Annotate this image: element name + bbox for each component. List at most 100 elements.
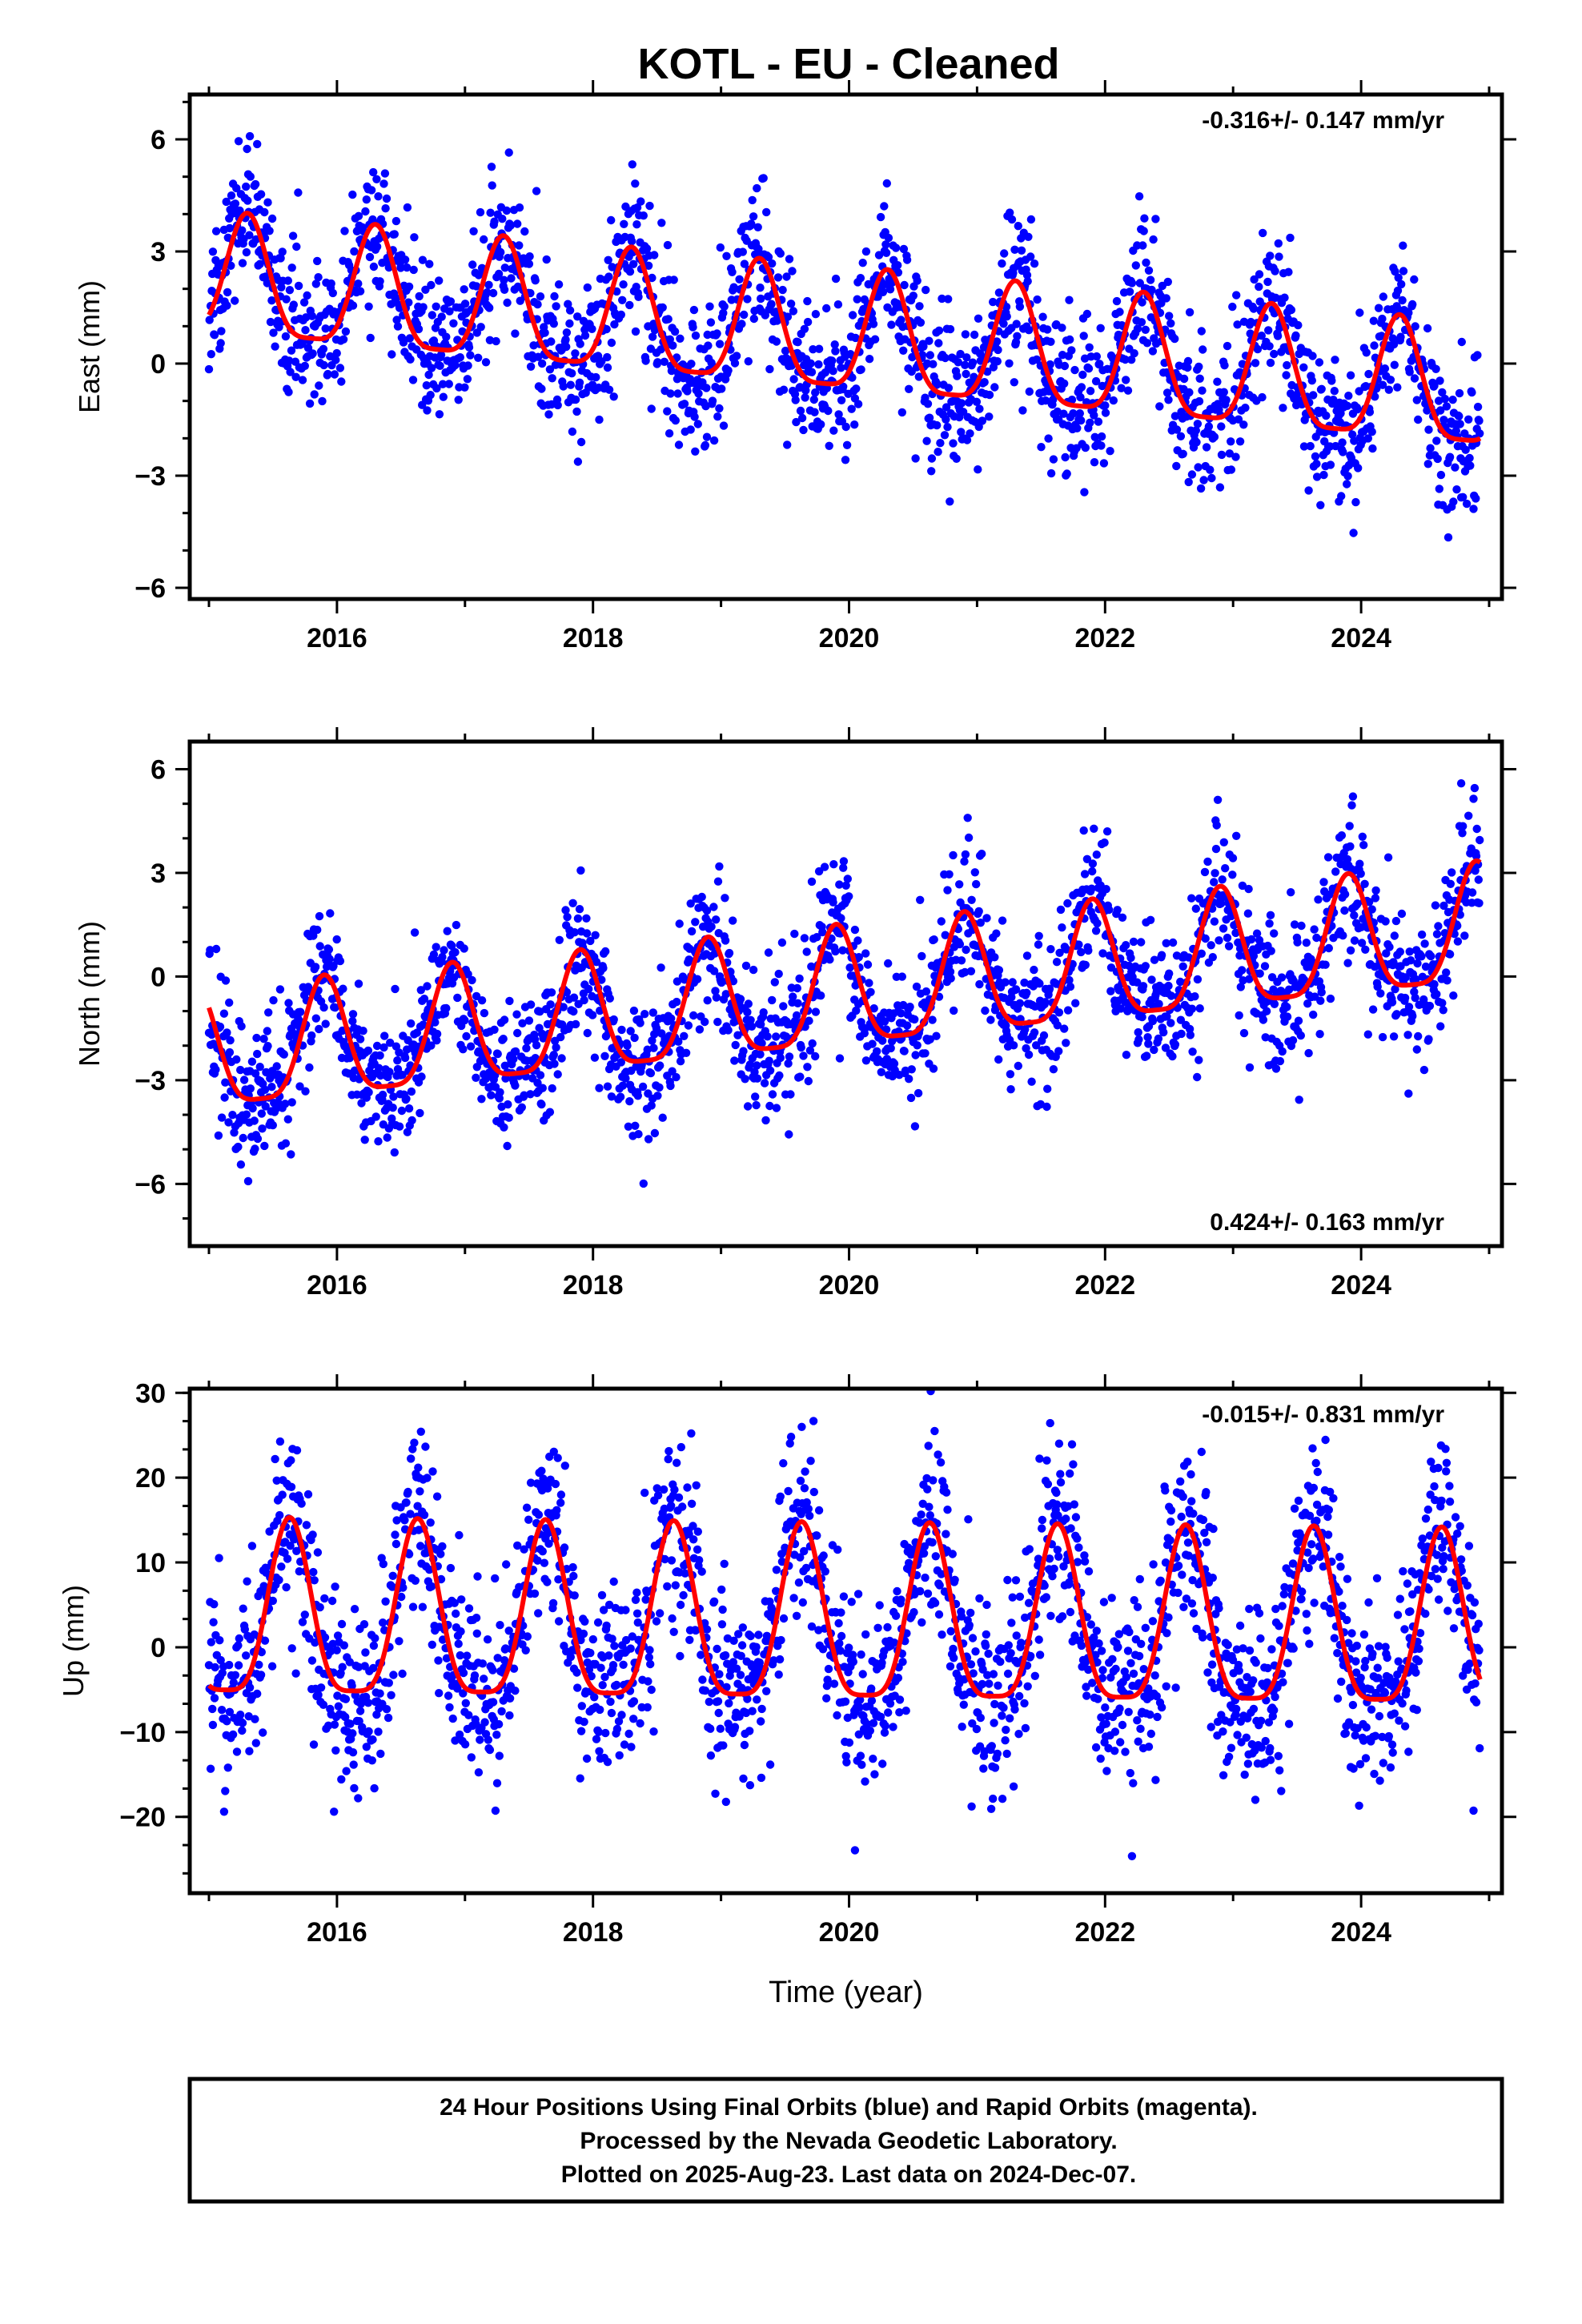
data-point bbox=[837, 364, 845, 372]
data-point bbox=[602, 324, 611, 334]
data-point bbox=[211, 227, 221, 235]
data-point bbox=[628, 160, 636, 169]
data-point bbox=[1043, 325, 1052, 334]
data-point bbox=[1122, 376, 1130, 384]
data-point bbox=[224, 1118, 233, 1127]
data-point bbox=[1436, 470, 1446, 480]
data-point bbox=[314, 1691, 323, 1699]
data-point bbox=[1203, 857, 1212, 866]
data-point bbox=[1176, 1015, 1186, 1024]
data-point bbox=[263, 1027, 271, 1035]
data-point bbox=[713, 412, 722, 421]
data-point bbox=[1027, 1077, 1036, 1086]
data-point bbox=[861, 247, 871, 256]
data-point bbox=[261, 1102, 270, 1111]
data-point bbox=[1046, 945, 1055, 954]
data-point bbox=[518, 1019, 527, 1028]
data-point bbox=[779, 385, 789, 394]
data-point bbox=[1431, 364, 1440, 373]
data-point bbox=[1405, 368, 1414, 376]
data-point bbox=[416, 1542, 425, 1550]
data-point bbox=[1304, 1048, 1313, 1058]
data-point bbox=[407, 1019, 416, 1028]
data-point bbox=[367, 186, 376, 195]
data-point bbox=[1122, 941, 1130, 950]
data-point bbox=[339, 335, 348, 344]
data-point bbox=[473, 1572, 482, 1581]
data-point bbox=[902, 255, 912, 264]
data-point bbox=[1030, 259, 1039, 268]
data-point bbox=[362, 195, 371, 204]
data-point bbox=[897, 316, 905, 324]
data-point bbox=[307, 312, 317, 320]
data-point bbox=[768, 995, 777, 1005]
data-point bbox=[631, 1121, 640, 1131]
data-point bbox=[438, 380, 448, 388]
data-point bbox=[759, 174, 768, 183]
data-point bbox=[1367, 905, 1376, 914]
data-point bbox=[382, 1705, 391, 1714]
data-point bbox=[750, 1068, 759, 1076]
data-point bbox=[1283, 1003, 1291, 1011]
data-point bbox=[941, 353, 950, 363]
data-point bbox=[1470, 783, 1480, 793]
data-point bbox=[476, 1735, 484, 1744]
data-point bbox=[459, 1689, 468, 1698]
data-point bbox=[414, 1463, 423, 1472]
data-point bbox=[1435, 376, 1444, 385]
data-point bbox=[369, 1663, 378, 1673]
data-point bbox=[955, 939, 965, 949]
data-point bbox=[733, 1031, 742, 1039]
data-point bbox=[605, 994, 614, 1003]
data-point bbox=[428, 1640, 436, 1649]
data-point bbox=[522, 1503, 532, 1512]
data-point bbox=[257, 1647, 266, 1657]
data-point bbox=[922, 436, 931, 445]
data-point bbox=[764, 252, 773, 262]
data-point bbox=[1311, 452, 1320, 461]
data-point bbox=[1471, 866, 1480, 875]
data-point bbox=[990, 953, 999, 962]
data-point bbox=[483, 288, 492, 297]
data-point bbox=[764, 948, 773, 957]
data-point bbox=[1380, 364, 1390, 373]
data-point bbox=[451, 360, 460, 370]
data-point bbox=[398, 1071, 407, 1080]
data-point bbox=[905, 1003, 914, 1011]
data-point bbox=[255, 1063, 264, 1072]
data-point bbox=[665, 429, 674, 438]
data-point bbox=[921, 1049, 930, 1058]
data-point bbox=[791, 396, 800, 404]
data-point bbox=[701, 1017, 709, 1027]
data-point bbox=[1436, 406, 1445, 415]
data-point bbox=[1224, 942, 1234, 951]
data-point bbox=[869, 1004, 878, 1013]
data-point bbox=[209, 1618, 218, 1626]
data-point bbox=[331, 1582, 339, 1591]
data-point bbox=[814, 866, 824, 876]
data-point bbox=[638, 1082, 648, 1092]
data-point bbox=[466, 351, 475, 360]
data-point bbox=[933, 380, 942, 389]
data-point bbox=[253, 139, 262, 149]
data-point bbox=[934, 448, 942, 456]
data-point bbox=[1102, 885, 1110, 894]
data-point bbox=[324, 1721, 333, 1730]
y-tick-label: −6 bbox=[135, 573, 166, 604]
data-point bbox=[500, 1123, 508, 1132]
data-point bbox=[362, 1743, 371, 1751]
data-point bbox=[1278, 1047, 1287, 1056]
data-point bbox=[841, 881, 850, 891]
model-fit-line bbox=[207, 858, 1482, 1102]
data-point bbox=[1395, 947, 1405, 956]
data-point bbox=[234, 1661, 243, 1670]
data-point bbox=[509, 1055, 518, 1063]
data-point bbox=[770, 978, 779, 987]
data-point bbox=[537, 359, 547, 368]
data-point bbox=[315, 1602, 324, 1612]
data-point bbox=[467, 1753, 476, 1762]
data-point bbox=[1308, 352, 1317, 360]
data-point bbox=[915, 302, 924, 311]
data-point bbox=[1165, 312, 1174, 320]
data-point bbox=[354, 279, 363, 288]
